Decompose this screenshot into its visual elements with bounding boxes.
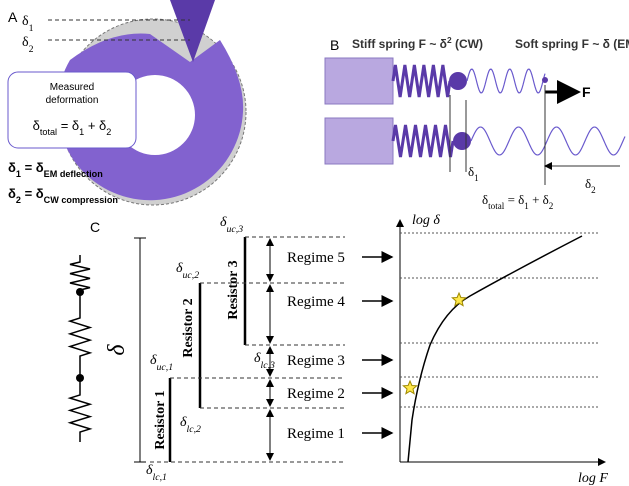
subscript: 1 xyxy=(524,201,529,211)
text-run: δ xyxy=(33,118,40,133)
panel-label: B xyxy=(330,37,339,53)
panel-c: C δ Resistor 1 Resistor 2 Resistor 3 δuc… xyxy=(67,213,608,486)
text-run: δ xyxy=(8,186,16,201)
joint xyxy=(449,72,467,90)
stiff-title: Stiff spring F ~ δ2 (CW) xyxy=(352,35,483,51)
resistor-label: Resistor 1 xyxy=(153,390,168,449)
panel-a: A δ1 δ2 Measured deformation δtotal = δ1… xyxy=(7,0,247,206)
text-run: δ xyxy=(585,176,591,191)
y-axis-label: log δ xyxy=(412,213,440,228)
b-equation: δtotal = δ1 + δ2 xyxy=(482,192,554,211)
panel-label: A xyxy=(8,9,18,25)
subscript: 1 xyxy=(474,173,479,183)
text-run: = δ xyxy=(57,118,79,133)
level-label: δlc,3 xyxy=(254,351,275,371)
subscript: uc,1 xyxy=(157,362,174,373)
text-run: δ xyxy=(176,261,183,276)
panel-label: C xyxy=(90,219,100,235)
text-run: δ xyxy=(22,14,29,29)
deformation-box xyxy=(7,71,137,149)
text-run: = δ xyxy=(21,186,44,201)
level-label: δuc,3 xyxy=(220,215,243,235)
text-run: Stiff spring F ~ δ xyxy=(352,37,447,51)
soft-title: Soft spring F ~ δ (EM) xyxy=(515,37,629,51)
soft-spring xyxy=(466,68,546,94)
box-title: Measured xyxy=(50,82,94,93)
text-run: δ xyxy=(146,463,153,478)
joint xyxy=(453,132,471,150)
text-run: = δ xyxy=(504,192,524,207)
subscript: lc,1 xyxy=(153,472,167,483)
regime-label: Regime 2 xyxy=(287,386,345,402)
delta-label: δ1 xyxy=(468,164,479,183)
delta-label: δ2 xyxy=(585,176,596,195)
regime-label: Regime 4 xyxy=(287,294,345,310)
subscript: 1 xyxy=(79,127,84,137)
superscript: 2 xyxy=(447,35,452,45)
marker-label: δ1 xyxy=(22,14,34,34)
node xyxy=(76,288,84,296)
subscript: CW compression xyxy=(44,195,118,205)
circuit xyxy=(67,255,93,442)
subscript: 1 xyxy=(29,23,34,34)
subscript: total xyxy=(488,201,505,211)
subscript: EM deflection xyxy=(44,169,103,179)
definition: δ1 = δEM deflection xyxy=(8,160,103,179)
regime-list: Regime 5 Regime 4 Regime 3 Regime 2 Regime 1 xyxy=(287,250,394,442)
stiff-spring xyxy=(391,64,452,98)
subscript: 2 xyxy=(106,127,111,137)
text-run: δ xyxy=(8,160,16,175)
text-run: δ xyxy=(468,164,474,179)
subscript: 2 xyxy=(29,44,34,55)
text-run: δ xyxy=(22,35,29,50)
regime-label: Regime 5 xyxy=(287,250,345,266)
level-label: δlc,1 xyxy=(146,463,167,483)
subscript: uc,2 xyxy=(183,270,200,281)
subscript: 1 xyxy=(16,169,21,179)
text-run: + δ xyxy=(84,118,106,133)
text-run: + δ xyxy=(529,192,549,207)
subscript: lc,2 xyxy=(187,424,202,435)
block xyxy=(324,117,394,165)
block xyxy=(324,57,394,105)
node xyxy=(76,374,84,382)
box-title: deformation xyxy=(46,95,99,106)
text-run: δ xyxy=(220,215,227,230)
level-label: δuc,2 xyxy=(176,261,199,281)
curve xyxy=(407,235,583,463)
definition: δ2 = δCW compression xyxy=(8,186,118,205)
resistor-label: Resistor 2 xyxy=(181,298,196,357)
marker-label: δ2 xyxy=(22,35,34,55)
text-run: δ xyxy=(180,415,187,430)
x-axis-label: log F xyxy=(578,471,608,486)
indenter xyxy=(170,0,215,62)
soft-spring xyxy=(470,126,626,156)
force-label: F xyxy=(582,84,591,100)
text-run: (CW) xyxy=(452,37,483,51)
star xyxy=(451,291,467,307)
panel-b: B Stiff spring F ~ δ2 (CW) Soft spring F… xyxy=(324,35,629,211)
subscript: lc,3 xyxy=(261,360,276,371)
box-equation: δtotal = δ1 + δ2 xyxy=(33,118,112,137)
resistor-label: Resistor 3 xyxy=(226,260,241,319)
delta-label: δ xyxy=(104,344,130,356)
subscript: 2 xyxy=(591,185,596,195)
subscript: uc,3 xyxy=(227,224,244,235)
star xyxy=(402,379,418,395)
subscript: total xyxy=(40,127,57,137)
text-run: δ xyxy=(150,353,157,368)
end-point xyxy=(542,77,548,83)
level-label: δlc,2 xyxy=(180,415,201,435)
subscript: 2 xyxy=(16,195,21,205)
stiff-spring xyxy=(391,124,455,158)
text-run: δ xyxy=(482,192,488,207)
regime-label: Regime 3 xyxy=(287,353,345,369)
subscript: 2 xyxy=(549,201,554,211)
regime-label: Regime 1 xyxy=(287,426,345,442)
level-label: δuc,1 xyxy=(150,353,173,373)
text-run: δ xyxy=(254,351,261,366)
text-run: = δ xyxy=(21,160,44,175)
